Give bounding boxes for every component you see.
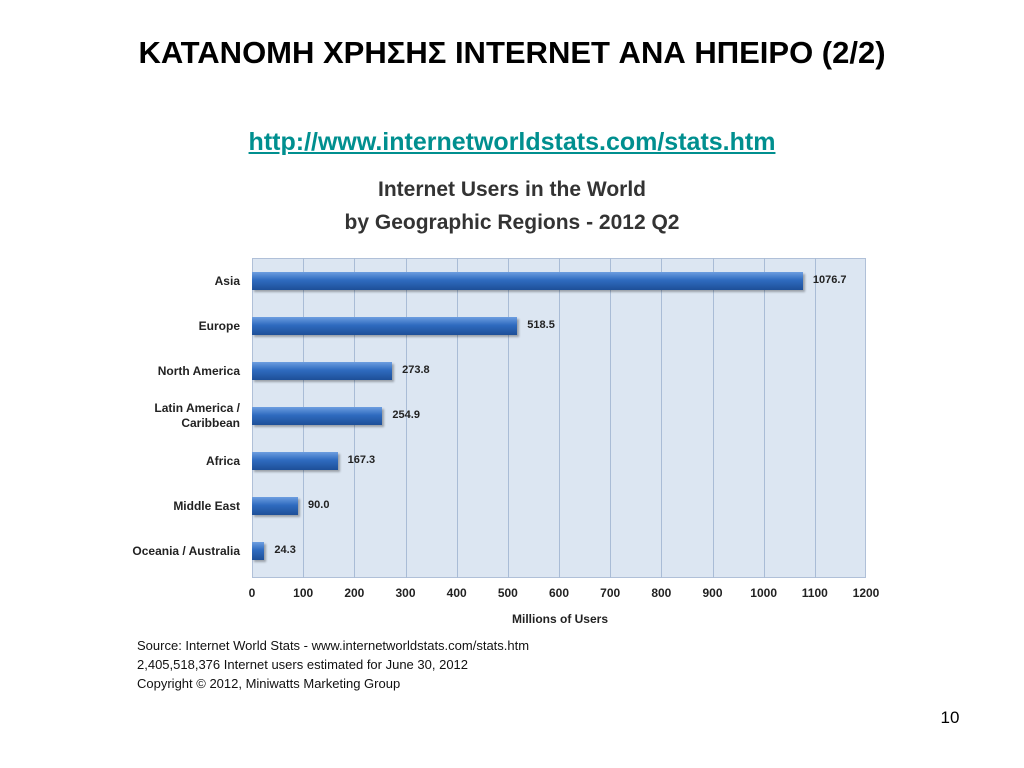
chart-title: Internet Users in the World — [378, 178, 646, 201]
value-label: 24.3 — [274, 544, 296, 556]
bar — [252, 407, 383, 425]
x-tick-label: 300 — [395, 586, 416, 600]
x-tick-label: 700 — [600, 586, 621, 600]
category-label: Africa — [205, 453, 240, 468]
grid-line — [456, 258, 458, 578]
source-note: Copyright © 2012, Miniwatts Marketing Gr… — [137, 676, 401, 691]
x-tick-label: 0 — [248, 586, 256, 600]
category-label: Latin America / Caribbean — [154, 401, 240, 430]
category-label: Oceania / Australia — [132, 543, 240, 558]
x-tick-label: 100 — [293, 586, 314, 600]
value-label: 273.8 — [402, 364, 430, 376]
value-label: 1076.7 — [812, 274, 847, 286]
grid-line — [610, 258, 612, 578]
x-tick-label: 400 — [446, 586, 467, 600]
bar — [252, 542, 265, 560]
slide-title: ΚΑΤΑΝΟΜΗ ΧΡΗΣΗΣ INTERNET ΑΝΑ ΗΠΕΙΡΟ (2/2… — [138, 35, 886, 70]
page-number: 10 — [940, 708, 960, 727]
grid-line — [763, 258, 765, 578]
grid-line — [661, 258, 663, 578]
category-label: Europe — [198, 318, 240, 333]
x-tick-label: 900 — [702, 586, 723, 600]
grid-line — [814, 258, 816, 578]
x-tick-label: 600 — [548, 586, 570, 600]
x-tick-label: 1000 — [750, 586, 777, 600]
category-label: Asia — [214, 273, 240, 288]
grid-line — [507, 258, 509, 578]
x-tick-label: 200 — [344, 586, 365, 600]
source-note: Source: Internet World Stats - www.inter… — [137, 638, 530, 653]
value-label: 254.9 — [392, 409, 420, 421]
source-note: 2,405,518,376 Internet users estimated f… — [137, 657, 469, 672]
x-tick-label: 1200 — [852, 586, 880, 600]
category-label: Middle East — [173, 498, 240, 513]
value-label: 518.5 — [527, 319, 555, 331]
grid-line — [712, 258, 714, 578]
category-label: North America — [157, 363, 240, 378]
grid-line — [559, 258, 560, 578]
x-tick-label: 1100 — [801, 586, 828, 600]
x-tick-label: 500 — [497, 586, 518, 600]
bar — [252, 272, 803, 290]
source-link[interactable]: http://www.internetworldstats.com/stats.… — [248, 128, 776, 156]
x-tick-label: 800 — [651, 586, 672, 600]
value-label: 90.0 — [308, 499, 330, 511]
bar — [252, 362, 393, 380]
x-axis-label: Millions of Users — [511, 612, 609, 626]
bar — [252, 497, 299, 515]
grid-line — [405, 258, 407, 578]
chart-subtitle: by Geographic Regions - 2012 Q2 — [344, 211, 680, 234]
value-label: 167.3 — [347, 454, 376, 466]
bar — [252, 452, 338, 470]
bar — [252, 317, 518, 335]
